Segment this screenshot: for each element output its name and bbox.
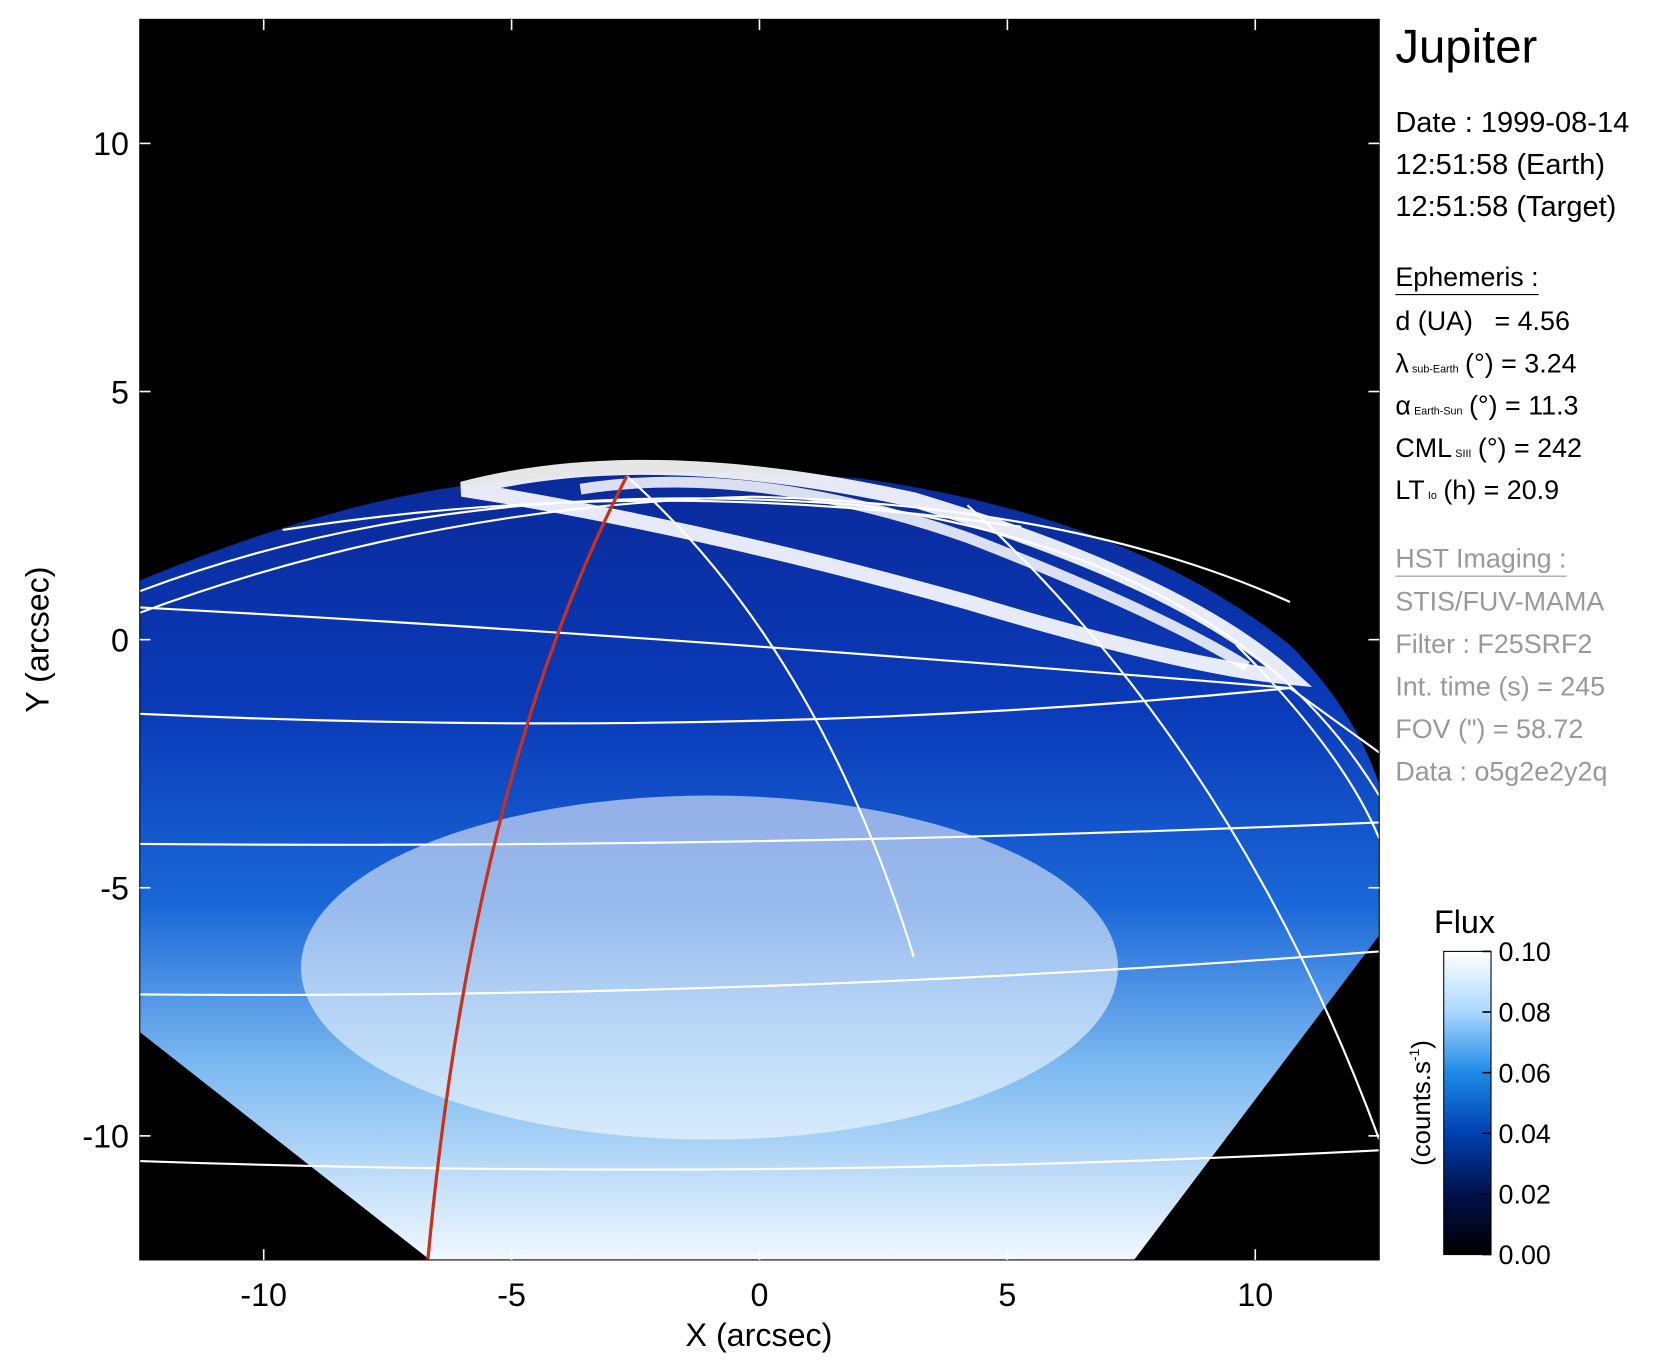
image xyxy=(139,19,1380,1260)
x-axis-label: X (arcsec) xyxy=(685,1317,832,1353)
colorbar-label-sup: -1 xyxy=(1406,1048,1422,1061)
x-tick-label: 10 xyxy=(1237,1277,1273,1313)
colorbar-label-end: ) xyxy=(1408,1040,1436,1049)
ephemeris-rest: (h) = 20.9 xyxy=(1443,475,1559,505)
ephemeris-name: CML xyxy=(1395,433,1452,463)
colorbar-label: (counts.s-1) xyxy=(1406,1040,1436,1166)
colorbar-label-text: (counts.s xyxy=(1408,1061,1436,1166)
imaging-line: Data : o5g2e2y2q xyxy=(1395,756,1607,786)
y-tick-label: 10 xyxy=(93,126,129,162)
ephemeris-item: α Earth-Sun (°) = 11.3 xyxy=(1395,391,1578,421)
y-tick-label: 5 xyxy=(111,374,129,410)
ephemeris-name: α xyxy=(1395,391,1411,421)
ephemeris-sub: sub-Earth xyxy=(1412,363,1459,375)
lat-lon-grid xyxy=(139,475,1380,1171)
imaging-line: STIS/FUV-MAMA xyxy=(1395,587,1604,617)
ephemeris-rest: = 4.56 xyxy=(1494,306,1569,336)
colorbar-tick-label: 0.04 xyxy=(1499,1119,1551,1149)
x-tick-label: -10 xyxy=(240,1277,287,1313)
ephemeris-sub: Io xyxy=(1428,490,1437,502)
colorbar-tick-label: 0.02 xyxy=(1499,1180,1551,1210)
colorbar-tick-label: 0.10 xyxy=(1499,937,1551,967)
central-meridian xyxy=(426,475,629,1260)
ephemeris-rest: (°) = 3.24 xyxy=(1465,348,1577,378)
ephemeris-title: Ephemeris : xyxy=(1395,262,1538,292)
colorbar xyxy=(1443,950,1492,1256)
ephemeris-sub: Earth-Sun xyxy=(1414,406,1462,418)
x-tick-label: 0 xyxy=(751,1277,769,1313)
x-tick-label: -5 xyxy=(497,1277,526,1313)
ephemeris-sub: SIII xyxy=(1455,448,1471,460)
imaging-line: FOV (") = 58.72 xyxy=(1395,714,1583,744)
ephemeris-item: λ sub-Earth (°) = 3.24 xyxy=(1395,348,1576,378)
imaging-title: HST Imaging : xyxy=(1395,544,1566,574)
imaging-line: Int. time (s) = 245 xyxy=(1395,672,1605,702)
ephemeris-item: d (UA) = 4.56 xyxy=(1395,306,1570,336)
date-line: 12:51:58 (Target) xyxy=(1395,191,1616,223)
colorbar-title: Flux xyxy=(1434,904,1495,940)
ephemeris-name: d (UA) xyxy=(1395,306,1473,336)
ephemeris-name: λ xyxy=(1395,348,1409,378)
ephemeris-name: LT xyxy=(1395,475,1424,505)
ephemeris-item: CML SIII (°) = 242 xyxy=(1395,433,1582,463)
aurora xyxy=(460,459,1313,688)
colorbar-tick-label: 0.06 xyxy=(1499,1058,1551,1088)
colorbar-tick-label: 0.08 xyxy=(1499,998,1551,1028)
y-axis-label: Y (arcsec) xyxy=(19,566,55,712)
colorbar-tick-label: 0.00 xyxy=(1499,1240,1551,1270)
panel-title: Jupiter xyxy=(1395,20,1537,73)
imaging-line: Filter : F25SRF2 xyxy=(1395,629,1592,659)
ephemeris-item: LT Io (h) = 20.9 xyxy=(1395,475,1559,505)
ephemeris-rest: (°) = 11.3 xyxy=(1469,391,1579,421)
diffuse-emission xyxy=(301,795,1118,1140)
ephemeris-rest: (°) = 242 xyxy=(1478,433,1582,463)
y-tick-label: 0 xyxy=(111,622,129,658)
x-tick-label: 5 xyxy=(998,1277,1016,1313)
date-line: 12:51:58 (Earth) xyxy=(1395,149,1605,181)
y-tick-label: -10 xyxy=(82,1119,129,1155)
y-tick-label: -5 xyxy=(100,871,129,907)
date-line: Date : 1999-08-14 xyxy=(1395,107,1629,139)
